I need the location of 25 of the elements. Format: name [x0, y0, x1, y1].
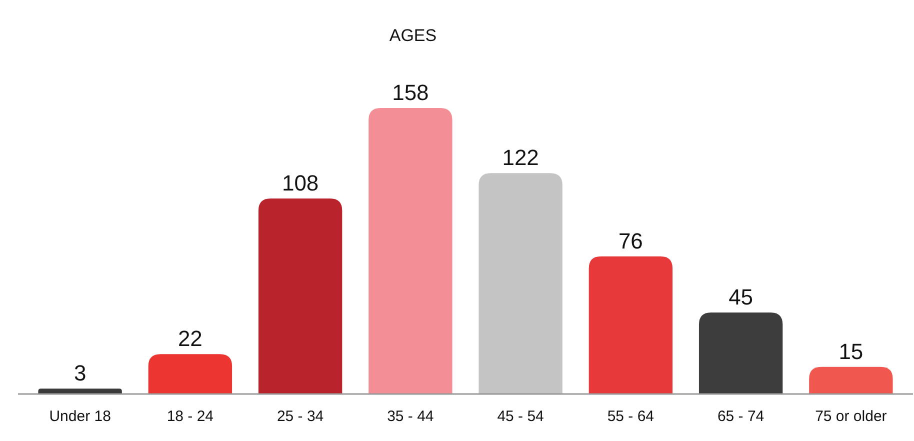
bar	[588, 256, 673, 394]
data-label: 76	[618, 228, 643, 254]
chart-title: AGES	[389, 26, 437, 45]
data-label: 22	[178, 326, 202, 352]
bar	[809, 366, 893, 394]
bar	[148, 354, 232, 394]
x-tick-label: Under 18	[49, 408, 111, 425]
bar	[368, 108, 452, 394]
data-label: 158	[392, 80, 429, 105]
bar	[698, 312, 783, 394]
bar	[258, 198, 342, 394]
bar	[478, 173, 562, 394]
x-tick-label: 25 - 34	[276, 408, 324, 425]
x-tick-label: 18 - 24	[166, 408, 214, 425]
data-label: 45	[728, 284, 754, 310]
bar	[38, 388, 122, 394]
x-tick-label: 75 or older	[815, 408, 887, 425]
x-tick-label: 55 - 64	[607, 408, 654, 425]
x-tick-label: 35 - 44	[387, 408, 434, 425]
data-label: 15	[838, 338, 864, 364]
data-label: 3	[74, 360, 86, 386]
x-tick-label: 45 - 54	[497, 408, 544, 425]
x-tick-label: 65 - 74	[717, 408, 764, 425]
data-label: 122	[502, 145, 539, 170]
data-label: 108	[282, 170, 319, 196]
